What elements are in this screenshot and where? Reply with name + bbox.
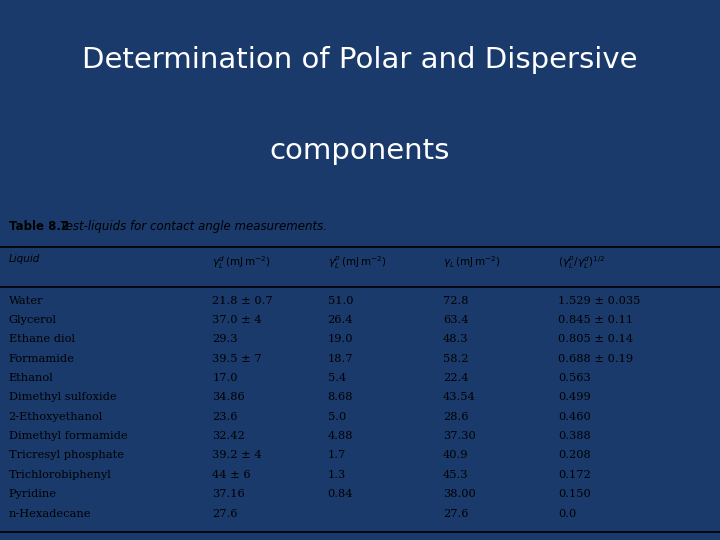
Text: 18.7: 18.7 <box>328 354 353 363</box>
Text: 45.3: 45.3 <box>443 470 468 480</box>
Text: 5.0: 5.0 <box>328 411 346 422</box>
Text: 63.4: 63.4 <box>443 315 468 325</box>
Text: 28.6: 28.6 <box>443 411 468 422</box>
Text: Dimethyl formamide: Dimethyl formamide <box>9 431 127 441</box>
Text: 32.42: 32.42 <box>212 431 245 441</box>
Text: Pyridine: Pyridine <box>9 489 57 499</box>
Text: Glycerol: Glycerol <box>9 315 57 325</box>
Text: 0.0: 0.0 <box>558 509 576 518</box>
Text: 29.3: 29.3 <box>212 334 238 345</box>
Text: 1.529 ± 0.035: 1.529 ± 0.035 <box>558 295 640 306</box>
Text: Liquid: Liquid <box>9 254 40 264</box>
Text: 37.0 ± 4: 37.0 ± 4 <box>212 315 262 325</box>
Text: 8.68: 8.68 <box>328 393 353 402</box>
Text: 0.688 ± 0.19: 0.688 ± 0.19 <box>558 354 633 363</box>
Text: Table 8.2: Table 8.2 <box>9 220 69 233</box>
Text: Formamide: Formamide <box>9 354 74 363</box>
Text: 27.6: 27.6 <box>443 509 468 518</box>
Text: 26.4: 26.4 <box>328 315 353 325</box>
Text: 0.805 ± 0.14: 0.805 ± 0.14 <box>558 334 633 345</box>
Text: 0.84: 0.84 <box>328 489 353 499</box>
Text: 48.3: 48.3 <box>443 334 468 345</box>
Text: 0.845 ± 0.11: 0.845 ± 0.11 <box>558 315 633 325</box>
Text: 58.2: 58.2 <box>443 354 468 363</box>
Text: 1.7: 1.7 <box>328 450 346 461</box>
Text: 4.88: 4.88 <box>328 431 353 441</box>
Text: 51.0: 51.0 <box>328 295 353 306</box>
Text: 72.8: 72.8 <box>443 295 468 306</box>
Text: n-Hexadecane: n-Hexadecane <box>9 509 91 518</box>
Text: 19.0: 19.0 <box>328 334 353 345</box>
Text: 34.86: 34.86 <box>212 393 245 402</box>
Text: 5.4: 5.4 <box>328 373 346 383</box>
Text: 43.54: 43.54 <box>443 393 475 402</box>
Text: 1.3: 1.3 <box>328 470 346 480</box>
Text: Ethane diol: Ethane diol <box>9 334 75 345</box>
Text: $(\gamma_L^p/\gamma_L^d)^{1/2}$: $(\gamma_L^p/\gamma_L^d)^{1/2}$ <box>558 254 606 271</box>
Text: Trichlorobiphenyl: Trichlorobiphenyl <box>9 470 112 480</box>
Text: 0.208: 0.208 <box>558 450 590 461</box>
Text: 37.30: 37.30 <box>443 431 475 441</box>
Text: Dimethyl sulfoxide: Dimethyl sulfoxide <box>9 393 116 402</box>
Text: 40.9: 40.9 <box>443 450 468 461</box>
Text: Test-liquids for contact angle measurements.: Test-liquids for contact angle measureme… <box>60 220 328 233</box>
Text: Water: Water <box>9 295 43 306</box>
Text: 37.16: 37.16 <box>212 489 245 499</box>
Text: $\gamma_L\,(\mathrm{mJ\,m}^{-2})$: $\gamma_L\,(\mathrm{mJ\,m}^{-2})$ <box>443 254 500 269</box>
Text: Ethanol: Ethanol <box>9 373 53 383</box>
Text: 38.00: 38.00 <box>443 489 475 499</box>
Text: 27.6: 27.6 <box>212 509 238 518</box>
Text: 0.499: 0.499 <box>558 393 590 402</box>
Text: 0.460: 0.460 <box>558 411 590 422</box>
Text: 0.563: 0.563 <box>558 373 590 383</box>
Text: Determination of Polar and Dispersive: Determination of Polar and Dispersive <box>82 46 638 75</box>
Text: 21.8 ± 0.7: 21.8 ± 0.7 <box>212 295 273 306</box>
Text: 17.0: 17.0 <box>212 373 238 383</box>
Text: $\gamma_L^d\,(\mathrm{mJ\,m}^{-2})$: $\gamma_L^d\,(\mathrm{mJ\,m}^{-2})$ <box>212 254 271 271</box>
Text: components: components <box>270 137 450 165</box>
Text: 44 ± 6: 44 ± 6 <box>212 470 251 480</box>
Text: 0.150: 0.150 <box>558 489 590 499</box>
Text: 39.2 ± 4: 39.2 ± 4 <box>212 450 262 461</box>
Text: 0.388: 0.388 <box>558 431 590 441</box>
Text: 0.172: 0.172 <box>558 470 590 480</box>
Text: 23.6: 23.6 <box>212 411 238 422</box>
Text: 39.5 ± 7: 39.5 ± 7 <box>212 354 262 363</box>
Text: $\gamma_L^p\,(\mathrm{mJ\,m}^{-2})$: $\gamma_L^p\,(\mathrm{mJ\,m}^{-2})$ <box>328 254 386 271</box>
Text: 2-Ethoxyethanol: 2-Ethoxyethanol <box>9 411 103 422</box>
Text: 22.4: 22.4 <box>443 373 468 383</box>
Text: Tricresyl phosphate: Tricresyl phosphate <box>9 450 124 461</box>
